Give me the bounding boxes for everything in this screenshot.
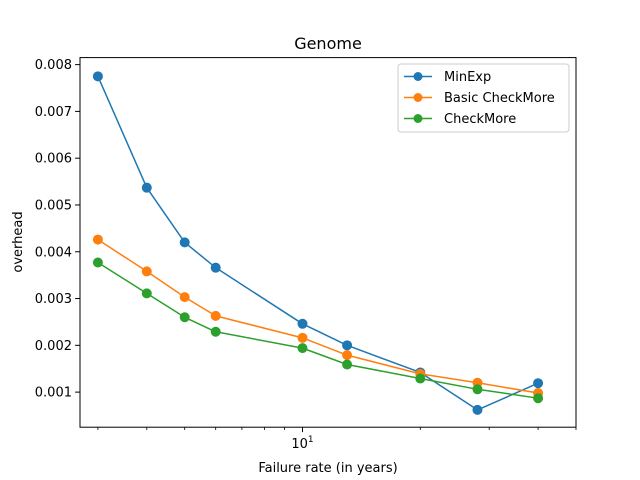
- data-point: [179, 312, 190, 323]
- data-point: [415, 373, 426, 384]
- data-point: [141, 182, 152, 193]
- data-point: [179, 292, 190, 303]
- legend-box: [397, 63, 570, 133]
- data-point: [472, 404, 483, 415]
- data-point: [533, 393, 544, 404]
- data-point: [92, 234, 103, 245]
- x-tick-label: 101: [291, 435, 313, 452]
- legend-marker: [413, 114, 423, 123]
- data-point: [210, 262, 221, 273]
- y-axis-label: overhead: [11, 211, 26, 272]
- data-point: [533, 378, 544, 389]
- data-point: [342, 350, 353, 361]
- data-point: [141, 288, 152, 299]
- data-point: [342, 359, 353, 370]
- y-tick-label: 0.003: [35, 292, 72, 307]
- data-point: [179, 237, 190, 248]
- x-axis-label: Failure rate (in years): [258, 461, 397, 476]
- legend: MinExp Basic CheckMore CheckMore: [397, 63, 570, 133]
- data-point: [297, 332, 308, 343]
- legend-label: Basic CheckMore: [444, 91, 555, 106]
- data-point: [141, 266, 152, 277]
- data-point: [472, 384, 483, 395]
- legend-marker: [413, 93, 423, 102]
- y-tick-label: 0.004: [35, 245, 72, 260]
- plot-area: [92, 71, 544, 415]
- x-axis: 101: [97, 427, 577, 452]
- data-point: [92, 257, 103, 268]
- legend-marker: [413, 72, 423, 81]
- y-tick-label: 0.006: [35, 152, 72, 167]
- data-point: [297, 318, 308, 329]
- chart-title: Genome: [294, 34, 362, 53]
- y-axis: 0.001 0.002 0.003 0.004 0.005 0.006 0.007 0.008: [35, 58, 80, 401]
- y-tick-label: 0.008: [35, 58, 72, 73]
- data-point: [92, 71, 103, 82]
- y-tick-label: 0.005: [35, 198, 72, 213]
- data-point: [342, 340, 353, 351]
- y-tick-label: 0.007: [35, 105, 72, 120]
- y-tick-label: 0.001: [35, 386, 72, 401]
- data-point: [297, 343, 308, 354]
- data-point: [210, 310, 221, 321]
- y-tick-label: 0.002: [35, 339, 72, 354]
- data-point: [210, 326, 221, 337]
- legend-label: MinExp: [444, 70, 491, 85]
- legend-label: CheckMore: [444, 112, 516, 127]
- axes-frame: [79, 57, 577, 428]
